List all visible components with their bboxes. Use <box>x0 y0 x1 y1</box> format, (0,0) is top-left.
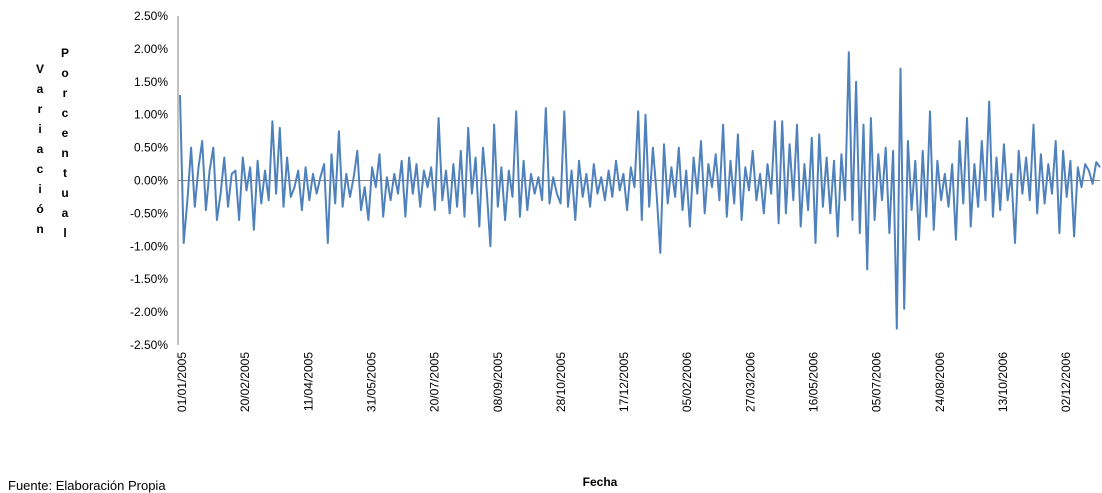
x-axis-ticks: 01/01/2005 20/02/2005 11/04/2005 31/05/2005… <box>175 352 1073 412</box>
y-axis-ticks: 2.50% 2.00% 1.50% 1.00% 0.50% 0.00% -0.50% -1.0… <box>130 9 168 352</box>
y-axis-title-letter: i <box>38 182 41 196</box>
y-axis-title-letter: o <box>61 66 68 80</box>
y-axis-title-letter: e <box>62 126 69 140</box>
y-axis-title-letter: a <box>62 206 69 220</box>
y-axis-title-letter: n <box>61 146 68 160</box>
y-axis-title-letter: i <box>38 122 41 136</box>
y-axis-title-letter: a <box>37 142 44 156</box>
x-tick-label: 17/12/2005 <box>617 352 631 412</box>
y-axis-title-letter: r <box>63 86 68 100</box>
y-axis-title-letter: n <box>36 222 43 236</box>
y-axis-title-letter: ó <box>36 202 43 216</box>
x-tick-label: 20/07/2005 <box>428 352 442 412</box>
y-tick-label: 0.50% <box>134 141 168 155</box>
y-axis-title-letter: P <box>61 46 69 60</box>
y-tick-label: -2.50% <box>130 338 168 352</box>
y-tick-label: 0.00% <box>134 174 168 188</box>
x-tick-label: 11/04/2005 <box>301 352 315 411</box>
x-tick-label: 02/12/2006 <box>1059 352 1073 412</box>
x-tick-label: 24/08/2006 <box>933 352 947 412</box>
y-axis-title-letter: c <box>62 106 69 120</box>
y-tick-label: 1.00% <box>134 108 168 122</box>
y-axis-title-letter: u <box>61 186 68 200</box>
x-tick-label: 27/03/2006 <box>743 352 757 412</box>
y-tick-label: 2.50% <box>134 9 168 23</box>
x-tick-label: 28/10/2005 <box>554 352 568 412</box>
series-line <box>179 51 1101 330</box>
y-tick-label: 1.50% <box>134 75 168 89</box>
x-tick-label: 01/01/2005 <box>175 352 189 412</box>
x-axis-title: Fecha <box>583 475 618 489</box>
x-tick-label: 05/07/2006 <box>870 352 884 412</box>
y-tick-label: -1.50% <box>130 272 168 286</box>
y-axis-title-letter: r <box>38 102 43 116</box>
y-tick-label: -2.00% <box>130 305 168 319</box>
x-tick-label: 20/02/2005 <box>238 352 252 412</box>
x-tick-label: 16/05/2006 <box>807 352 821 412</box>
x-tick-label: 08/09/2005 <box>491 352 505 412</box>
x-tick-label: 05/02/2006 <box>680 352 694 412</box>
y-tick-label: -0.50% <box>130 206 168 220</box>
y-axis-title-letter: t <box>63 166 67 180</box>
x-tick-label: 31/05/2005 <box>364 352 378 412</box>
y-axis-title-letter: a <box>37 82 44 96</box>
y-axis-title-letter: V <box>36 62 44 76</box>
y-axis-title-letter: l <box>63 226 66 240</box>
y-axis-title-letter: c <box>37 162 44 176</box>
y-tick-label: 2.00% <box>134 42 168 56</box>
y-tick-label: -1.00% <box>130 239 168 253</box>
source-note: Fuente: Elaboración Propia <box>8 478 166 493</box>
x-tick-label: 13/10/2006 <box>996 352 1010 412</box>
